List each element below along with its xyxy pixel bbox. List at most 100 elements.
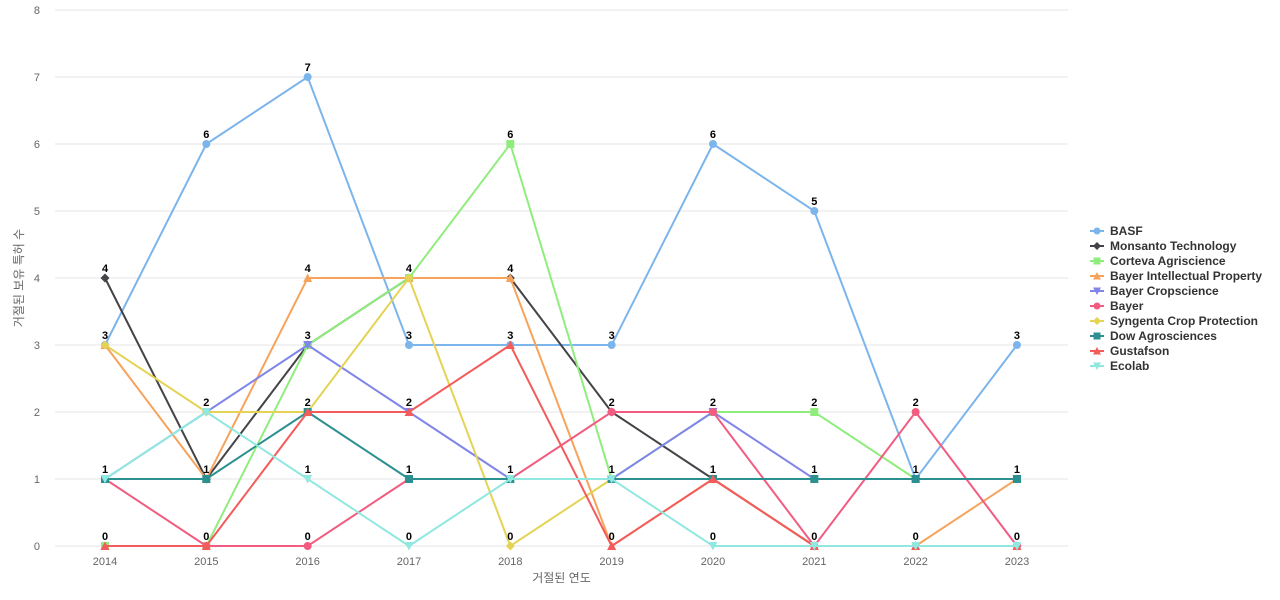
data-label: 4	[305, 263, 312, 275]
legend-item[interactable]: Ecolab	[1090, 359, 1149, 373]
data-label: 1	[406, 464, 412, 476]
x-tick-label: 2021	[802, 556, 826, 568]
data-label: 2	[811, 397, 817, 409]
data-point	[100, 541, 110, 550]
data-point	[1012, 341, 1021, 349]
data-point	[810, 207, 819, 215]
legend-marker	[1093, 257, 1101, 265]
data-label: 1	[203, 464, 209, 476]
data-point	[607, 541, 617, 550]
data-label: 1	[913, 464, 919, 476]
data-point	[404, 542, 414, 551]
x-tick-label: 2023	[1005, 556, 1029, 568]
data-point	[202, 475, 211, 483]
data-label: 1	[811, 464, 817, 476]
legend-label: Gustafson	[1110, 344, 1169, 358]
data-point	[708, 140, 717, 148]
data-label-layer: 3410621074321043210643103210621052102103…	[102, 62, 1020, 543]
data-point	[303, 407, 313, 416]
data-label: 4	[102, 263, 109, 275]
data-label: 0	[609, 531, 615, 543]
data-label: 6	[710, 129, 716, 141]
legend-label: BASF	[1110, 224, 1143, 238]
legend-item[interactable]: BASF	[1090, 224, 1143, 238]
x-axis-ticks: 2014 2015 2016 2017 2018 2019 2020 2021 2022 2023	[93, 556, 1029, 568]
y-tick-label: 8	[34, 5, 40, 17]
series-ecolab[interactable]	[100, 408, 1022, 551]
data-point	[201, 408, 211, 417]
data-point	[607, 408, 616, 416]
data-label: 3	[609, 330, 615, 342]
legend-marker	[1093, 227, 1101, 235]
data-label: 2	[406, 397, 412, 409]
data-point	[100, 475, 110, 484]
data-label: 4	[507, 263, 514, 275]
data-point	[201, 541, 211, 550]
series-layer	[100, 73, 1022, 551]
data-label: 2	[710, 397, 716, 409]
data-label: 6	[507, 129, 513, 141]
data-point	[303, 542, 312, 550]
y-axis-ticks: 0 1 2 3 4 5 6 7 8	[34, 5, 40, 553]
legend-marker	[1093, 332, 1101, 340]
data-point	[810, 408, 819, 416]
data-point	[911, 475, 920, 483]
data-point	[404, 407, 414, 416]
legend-marker	[1093, 302, 1101, 310]
legend-label: Bayer	[1110, 299, 1144, 313]
data-point	[100, 273, 110, 283]
data-label: 1	[710, 464, 716, 476]
data-point	[708, 408, 717, 416]
legend-marker	[1093, 317, 1101, 325]
data-label: 3	[102, 330, 108, 342]
legend-label: Ecolab	[1110, 359, 1149, 373]
data-label: 0	[406, 531, 412, 543]
series-line[interactable]	[104, 410, 1017, 548]
data-label: 2	[203, 397, 209, 409]
data-label: 1	[305, 464, 311, 476]
legend-item[interactable]: Monsanto Technology	[1090, 239, 1237, 253]
x-tick-label: 2022	[903, 556, 927, 568]
data-label: 3	[1014, 330, 1020, 342]
data-label: 6	[203, 129, 209, 141]
legend-item[interactable]: Bayer Intellectual Property	[1090, 269, 1262, 283]
data-label: 2	[609, 397, 615, 409]
y-tick-label: 7	[34, 72, 40, 84]
y-tick-label: 2	[34, 407, 40, 419]
legend-label: Dow Agrosciences	[1110, 329, 1217, 343]
data-label: 1	[1014, 464, 1020, 476]
y-axis-title: 거절된 보유 특허 수	[12, 229, 26, 327]
x-tick-label: 2016	[295, 556, 319, 568]
data-point	[505, 273, 515, 282]
data-label: 2	[913, 397, 919, 409]
legend-item[interactable]: Dow Agrosciences	[1090, 329, 1217, 343]
legend-label: Bayer Cropscience	[1110, 284, 1219, 298]
legend-item[interactable]: Corteva Agriscience	[1090, 254, 1226, 268]
legend-label: Syngenta Crop Protection	[1110, 314, 1258, 328]
data-label: 7	[305, 62, 311, 74]
legend-label: Monsanto Technology	[1110, 239, 1237, 253]
data-point	[303, 273, 313, 282]
data-point	[911, 408, 920, 416]
data-point	[1012, 475, 1021, 483]
y-tick-label: 3	[34, 340, 40, 352]
legend-item[interactable]: Bayer Cropscience	[1090, 284, 1219, 298]
data-label: 3	[305, 330, 311, 342]
data-point	[708, 474, 718, 483]
data-label: 1	[102, 464, 108, 476]
data-point	[911, 542, 921, 551]
data-point	[810, 475, 819, 483]
x-tick-label: 2018	[498, 556, 522, 568]
data-label: 3	[507, 330, 513, 342]
legend-marker	[1093, 362, 1101, 370]
y-tick-label: 6	[34, 139, 40, 151]
legend-item[interactable]: Bayer	[1090, 299, 1144, 313]
series-gustafson[interactable]	[100, 340, 1022, 551]
data-point	[1012, 542, 1022, 551]
series-line[interactable]	[105, 343, 1017, 548]
legend-item[interactable]: Gustafson	[1090, 344, 1169, 358]
data-point	[404, 273, 414, 283]
data-label: 3	[406, 330, 412, 342]
legend-item[interactable]: Syngenta Crop Protection	[1090, 314, 1258, 328]
